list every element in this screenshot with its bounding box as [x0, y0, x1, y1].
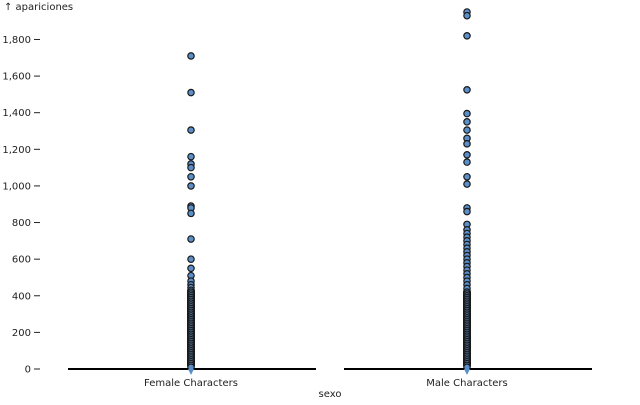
data-point — [463, 31, 471, 40]
data-point — [463, 140, 471, 148]
y-tick-label: 200 — [12, 328, 31, 339]
y-axis: 0 200 400 600 800 1,000 1,200 1,400 1,600 1,800 — [2, 35, 40, 376]
x-axis-title: sexo — [319, 389, 342, 400]
data-points — [187, 8, 471, 375]
y-tick-label: 1,200 — [2, 145, 31, 156]
y-tick-label: 800 — [12, 218, 31, 229]
y-tick-label: 600 — [12, 255, 31, 266]
data-point — [187, 126, 195, 134]
x-tick-mark — [464, 369, 470, 375]
y-tick-label: 1,400 — [2, 108, 31, 119]
data-point — [187, 235, 195, 243]
y-tick-label: 1,800 — [2, 35, 31, 46]
x-category-label: Male Characters — [426, 378, 507, 389]
data-point — [463, 118, 471, 126]
y-tick-label: 1,600 — [2, 72, 31, 83]
data-point — [463, 151, 471, 159]
data-point — [463, 126, 471, 134]
data-point — [187, 172, 195, 181]
y-axis-title: ↑ apariciones — [4, 2, 73, 13]
data-point — [463, 180, 471, 188]
y-tick-label: 1,000 — [2, 181, 31, 192]
data-point — [187, 152, 195, 161]
data-point — [187, 255, 195, 263]
data-point — [463, 86, 471, 94]
data-point — [187, 52, 195, 60]
x-axis-category-labels: Female Characters Male Characters — [144, 378, 508, 389]
data-point — [187, 182, 195, 190]
data-point — [187, 209, 195, 218]
x-tick-mark — [188, 369, 194, 375]
data-point — [187, 264, 195, 273]
y-tick-label: 400 — [12, 291, 31, 302]
data-point — [463, 109, 471, 118]
x-category-label: Female Characters — [144, 378, 238, 389]
data-point — [463, 11, 471, 20]
data-point — [463, 172, 471, 181]
data-point — [463, 207, 471, 216]
data-point — [187, 163, 195, 172]
y-tick-label: 0 — [25, 365, 31, 376]
data-point — [187, 88, 195, 97]
data-point — [463, 158, 471, 166]
